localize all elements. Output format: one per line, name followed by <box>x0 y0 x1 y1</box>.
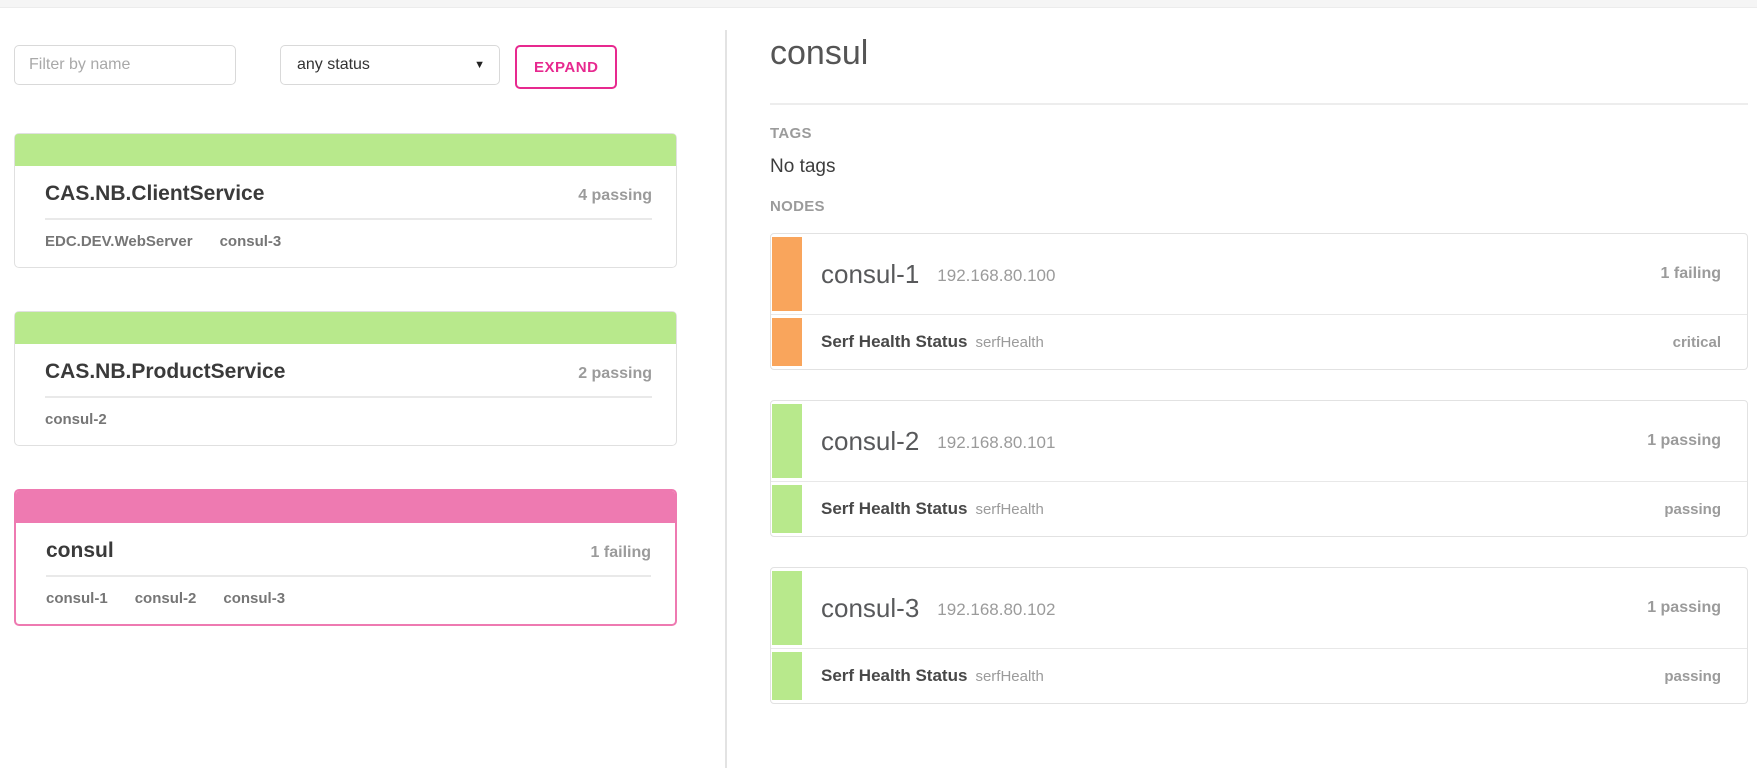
service-status-count: 1 failing <box>590 544 651 561</box>
service-name: consul <box>46 539 114 562</box>
service-tag: consul-3 <box>223 590 286 607</box>
detail-service-title: consul <box>770 34 869 72</box>
service-tag: consul-3 <box>219 233 282 250</box>
node-name: consul-1 <box>821 258 920 289</box>
status-select-value: any status <box>297 56 370 73</box>
check-status-bar <box>772 652 802 700</box>
service-status-count: 4 passing <box>578 187 652 204</box>
node-card-consul-1: consul-1 192.168.80.100 1 failing Serf H… <box>770 233 1748 370</box>
node-status-bar <box>772 404 802 478</box>
check-name: Serf Health Status <box>821 499 968 518</box>
services-panel: any status ▼ EXPAND CAS.NB.ClientService… <box>0 8 726 768</box>
service-tag: consul-2 <box>134 590 197 607</box>
service-status-bar <box>15 134 676 166</box>
node-status-bar <box>772 237 802 311</box>
expand-button[interactable]: EXPAND <box>515 45 618 89</box>
main-layout: any status ▼ EXPAND CAS.NB.ClientService… <box>0 8 1757 768</box>
check-id: serfHealth <box>975 667 1044 685</box>
service-status-bar <box>15 312 676 344</box>
service-card-consul-selected[interactable]: consul 1 failing consul-1 consul-2 consu… <box>14 489 677 626</box>
node-card-consul-2: consul-2 192.168.80.101 1 passing Serf H… <box>770 400 1748 537</box>
filter-by-name-input[interactable] <box>14 45 236 85</box>
nodes-heading: NODES <box>770 198 825 215</box>
node-list: consul-1 192.168.80.100 1 failing Serf H… <box>770 233 1748 704</box>
top-navbar-edge <box>0 0 1757 8</box>
tags-heading: TAGS <box>770 125 812 142</box>
service-tags: EDC.DEV.WebServer consul-3 <box>45 220 652 267</box>
chevron-down-icon: ▼ <box>474 59 485 71</box>
health-check-row: Serf Health Status serfHealth passing <box>771 648 1747 703</box>
node-status-bar <box>772 571 802 645</box>
service-name: CAS.NB.ProductService <box>45 360 286 383</box>
check-status: passing <box>1664 667 1721 685</box>
check-status: critical <box>1672 333 1721 351</box>
services-toolbar: any status ▼ EXPAND <box>14 45 726 89</box>
check-status: passing <box>1664 500 1721 518</box>
service-tag: EDC.DEV.WebServer <box>45 233 193 250</box>
check-status-bar <box>772 485 802 533</box>
check-id: serfHealth <box>975 500 1044 518</box>
service-tags: consul-1 consul-2 consul-3 <box>46 577 651 624</box>
service-detail-panel: consul TAGS No tags NODES consul-1 192.1… <box>726 8 1757 768</box>
service-status-bar <box>16 491 675 523</box>
tags-value: No tags <box>770 156 836 177</box>
check-name: Serf Health Status <box>821 332 968 351</box>
service-card-cas-nb-clientservice[interactable]: CAS.NB.ClientService 4 passing EDC.DEV.W… <box>14 133 677 268</box>
service-tags: consul-2 <box>45 398 652 445</box>
check-status-bar <box>772 318 802 366</box>
node-name: consul-2 <box>821 425 920 456</box>
check-name: Serf Health Status <box>821 666 968 685</box>
node-ip: 192.168.80.102 <box>937 600 1056 619</box>
node-ip: 192.168.80.100 <box>937 266 1056 285</box>
node-card-consul-3: consul-3 192.168.80.102 1 passing Serf H… <box>770 567 1748 704</box>
node-status-count: 1 passing <box>1647 599 1721 616</box>
service-tag: consul-1 <box>46 590 108 607</box>
health-check-row: Serf Health Status serfHealth critical <box>771 314 1747 369</box>
node-header[interactable]: consul-3 192.168.80.102 1 passing <box>771 568 1747 648</box>
service-name: CAS.NB.ClientService <box>45 182 265 205</box>
check-id: serfHealth <box>975 333 1044 351</box>
node-status-count: 1 passing <box>1647 432 1721 449</box>
health-check-row: Serf Health Status serfHealth passing <box>771 481 1747 536</box>
node-header[interactable]: consul-1 192.168.80.100 1 failing <box>771 234 1747 314</box>
node-ip: 192.168.80.101 <box>937 433 1056 452</box>
status-filter-select[interactable]: any status ▼ <box>280 45 500 85</box>
service-tag: consul-2 <box>45 411 107 428</box>
detail-divider <box>770 103 1748 105</box>
service-list: CAS.NB.ClientService 4 passing EDC.DEV.W… <box>14 133 726 626</box>
service-card-cas-nb-productservice[interactable]: CAS.NB.ProductService 2 passing consul-2 <box>14 311 677 446</box>
node-name: consul-3 <box>821 592 920 623</box>
panel-divider <box>725 30 727 768</box>
node-status-count: 1 failing <box>1660 265 1721 282</box>
node-header[interactable]: consul-2 192.168.80.101 1 passing <box>771 401 1747 481</box>
service-status-count: 2 passing <box>578 365 652 382</box>
